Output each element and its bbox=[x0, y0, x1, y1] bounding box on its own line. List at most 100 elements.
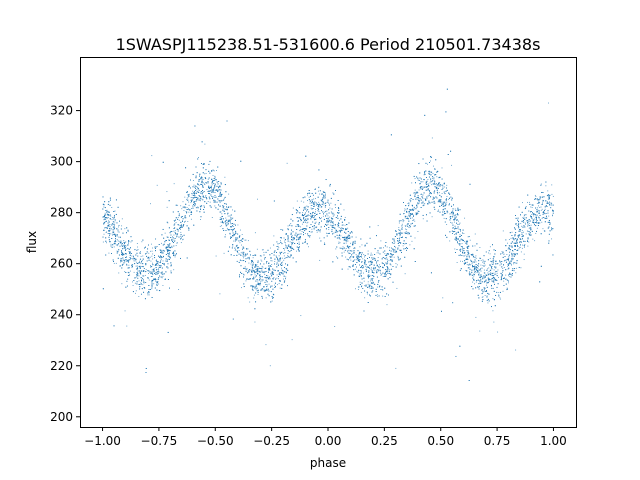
data-point bbox=[422, 200, 424, 202]
data-point bbox=[265, 267, 267, 269]
data-point bbox=[324, 211, 326, 212]
data-point bbox=[228, 193, 230, 195]
data-point bbox=[355, 288, 356, 290]
data-point bbox=[405, 237, 407, 239]
data-point bbox=[252, 265, 254, 267]
data-point bbox=[377, 286, 379, 288]
data-point bbox=[446, 195, 448, 197]
data-point bbox=[394, 241, 396, 243]
data-point bbox=[311, 204, 313, 206]
data-point bbox=[535, 232, 537, 234]
data-point bbox=[424, 202, 426, 204]
data-point bbox=[204, 143, 206, 145]
data-point bbox=[469, 239, 471, 241]
data-point bbox=[257, 268, 259, 269]
data-point bbox=[186, 211, 188, 213]
data-point bbox=[150, 260, 152, 262]
data-point bbox=[372, 283, 374, 285]
data-point bbox=[474, 245, 476, 247]
data-point bbox=[357, 289, 359, 290]
data-point bbox=[231, 218, 233, 220]
data-point bbox=[330, 222, 332, 224]
data-point bbox=[538, 201, 540, 203]
data-point bbox=[281, 267, 282, 269]
data-point bbox=[480, 258, 482, 259]
data-point bbox=[306, 205, 308, 207]
data-point bbox=[540, 206, 542, 208]
data-point bbox=[427, 179, 429, 180]
data-point bbox=[182, 201, 184, 203]
data-point bbox=[317, 190, 319, 192]
data-point bbox=[330, 202, 332, 204]
data-point bbox=[192, 199, 194, 201]
data-point bbox=[283, 237, 285, 239]
data-point bbox=[182, 238, 184, 240]
data-point bbox=[340, 235, 342, 237]
data-point bbox=[548, 102, 549, 104]
data-point bbox=[223, 252, 225, 254]
data-point bbox=[407, 233, 409, 235]
data-point bbox=[402, 245, 404, 247]
data-point bbox=[515, 241, 517, 243]
data-point bbox=[116, 235, 118, 237]
data-point bbox=[482, 291, 484, 293]
data-point bbox=[241, 234, 243, 236]
data-point bbox=[177, 204, 179, 206]
data-point bbox=[445, 204, 447, 206]
data-point bbox=[103, 233, 105, 235]
data-point bbox=[370, 269, 372, 271]
data-point bbox=[271, 300, 273, 302]
data-point bbox=[522, 217, 524, 219]
data-point bbox=[202, 184, 203, 186]
data-point bbox=[220, 221, 222, 223]
chart-title: 1SWASPJ115238.51-531600.6 Period 210501.… bbox=[116, 35, 541, 54]
data-point bbox=[151, 255, 153, 257]
data-point bbox=[232, 245, 234, 247]
data-point bbox=[432, 178, 434, 179]
data-point bbox=[414, 178, 416, 180]
data-point bbox=[286, 162, 288, 164]
data-point bbox=[282, 264, 283, 266]
data-point bbox=[517, 227, 519, 229]
data-point bbox=[259, 276, 261, 278]
data-point bbox=[363, 254, 365, 256]
data-point bbox=[298, 225, 300, 227]
data-point bbox=[138, 280, 140, 282]
data-point bbox=[406, 215, 408, 217]
data-point bbox=[402, 221, 404, 223]
data-point bbox=[238, 249, 240, 251]
data-point bbox=[278, 283, 280, 285]
data-point bbox=[552, 214, 553, 216]
data-point bbox=[374, 268, 376, 270]
data-point bbox=[291, 247, 293, 249]
data-point bbox=[214, 178, 216, 180]
data-point bbox=[505, 259, 507, 261]
data-point bbox=[289, 241, 291, 243]
data-point bbox=[352, 256, 354, 258]
data-point bbox=[194, 203, 196, 205]
data-point bbox=[102, 241, 104, 243]
data-point bbox=[491, 285, 493, 287]
data-point bbox=[112, 218, 114, 220]
data-point bbox=[521, 247, 523, 249]
data-point bbox=[482, 261, 484, 263]
data-point bbox=[307, 194, 308, 196]
data-point bbox=[300, 229, 302, 231]
data-point bbox=[426, 197, 428, 199]
data-point bbox=[298, 225, 300, 227]
data-point bbox=[404, 225, 406, 227]
data-point bbox=[221, 225, 222, 227]
data-point bbox=[138, 275, 140, 277]
data-point bbox=[219, 193, 221, 195]
data-point bbox=[373, 267, 375, 269]
data-point bbox=[322, 190, 324, 192]
data-point bbox=[482, 264, 484, 266]
data-point bbox=[396, 251, 398, 253]
data-point bbox=[279, 287, 281, 289]
data-point bbox=[341, 227, 343, 229]
data-point bbox=[319, 193, 321, 195]
data-point bbox=[173, 239, 175, 241]
data-point bbox=[270, 260, 272, 262]
data-point bbox=[214, 175, 216, 177]
data-point bbox=[265, 297, 267, 299]
